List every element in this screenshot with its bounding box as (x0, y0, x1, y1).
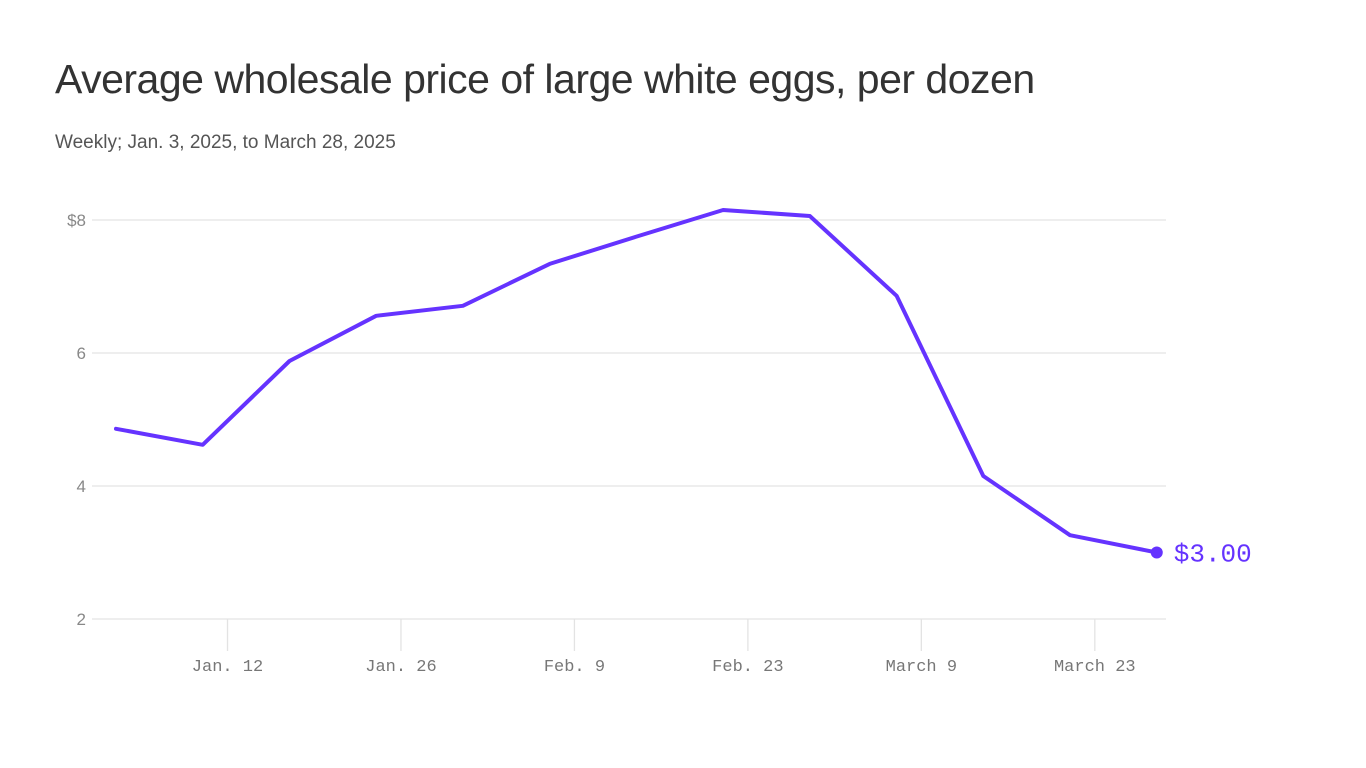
price-line (114, 208, 1159, 555)
x-tick-label: March 23 (1054, 658, 1136, 677)
x-tick-label: Feb. 23 (712, 658, 783, 677)
x-tick-label: Feb. 9 (544, 658, 605, 677)
x-tick-label: Jan. 26 (365, 658, 436, 677)
end-value-label: $3.00 (1174, 540, 1252, 570)
x-tick-label: March 9 (886, 658, 957, 677)
x-tick-label: Jan. 12 (192, 658, 263, 677)
chart-title: Average wholesale price of large white e… (55, 56, 1035, 102)
y-tick-label: 6 (77, 344, 86, 363)
chart-subtitle: Weekly; Jan. 3, 2025, to March 28, 2025 (55, 132, 396, 153)
y-tick-label: 2 (77, 610, 86, 629)
y-tick-label: $8 (67, 211, 86, 230)
y-tick-label: 4 (77, 477, 86, 496)
end-point-marker (1150, 546, 1163, 559)
